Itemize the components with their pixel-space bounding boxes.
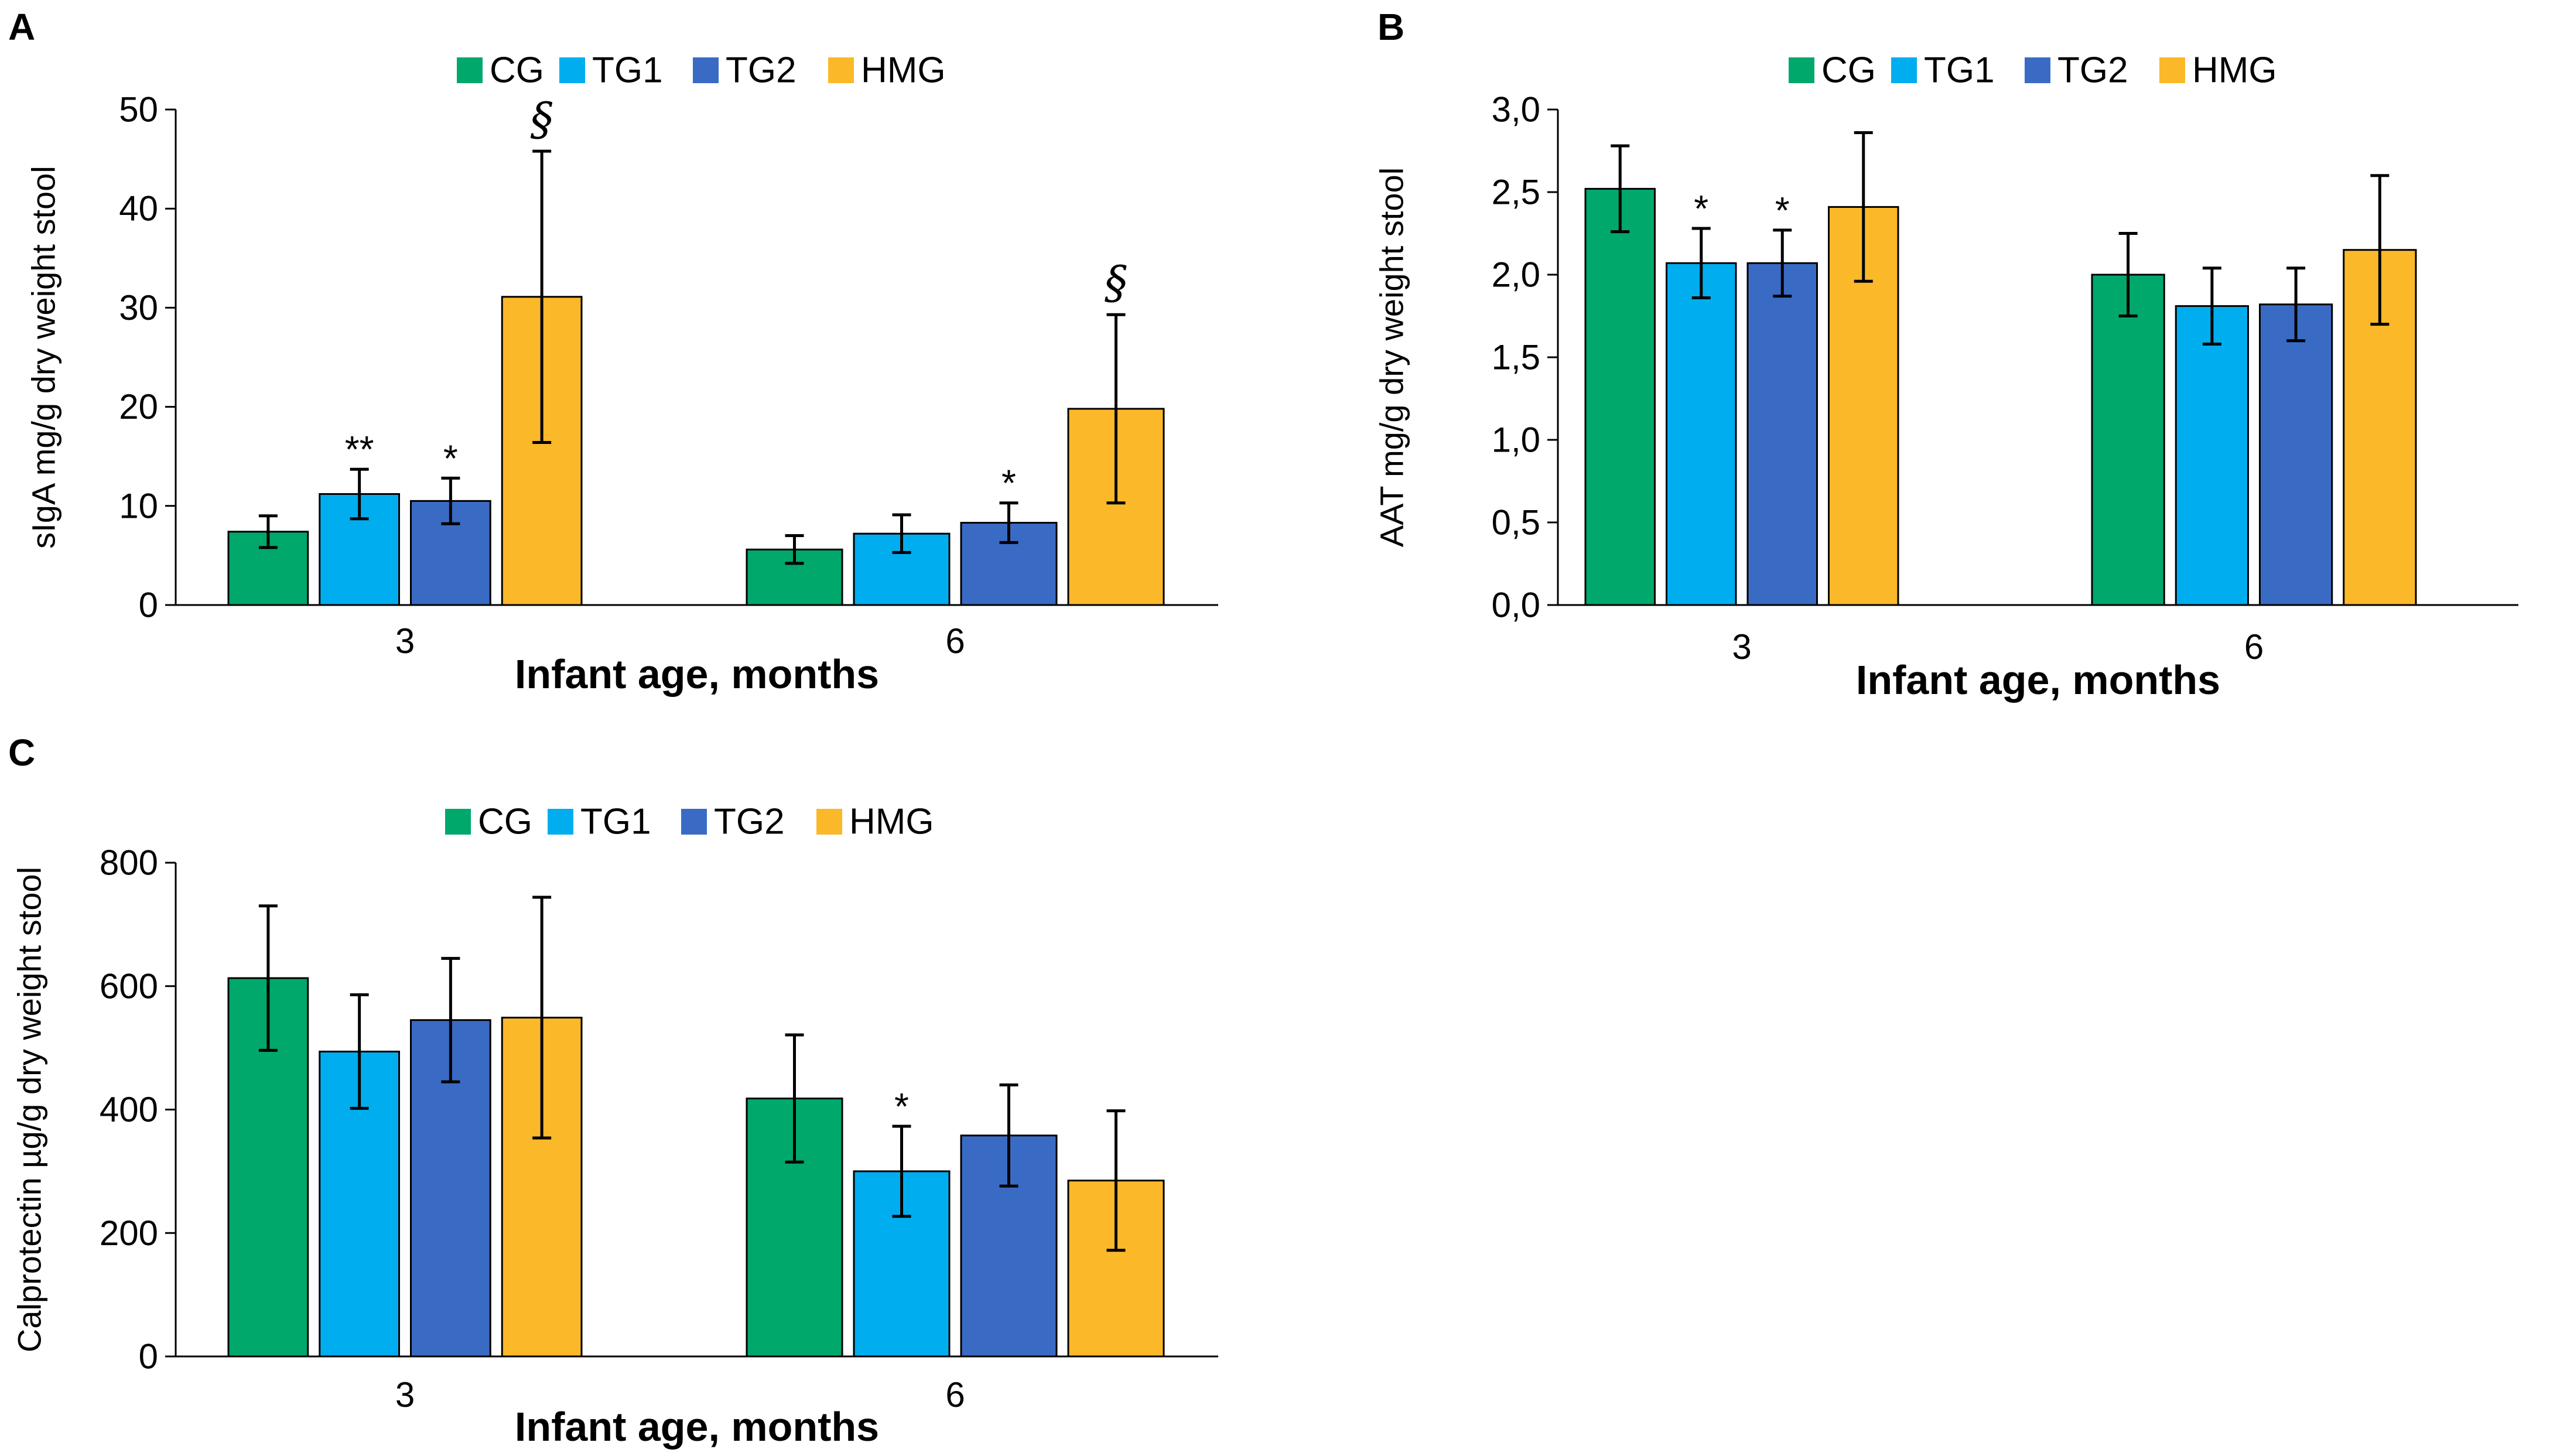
legend-label-cg: CG xyxy=(490,50,544,91)
bar-tg1-3 xyxy=(1666,262,1737,606)
x-tick-label: 3 xyxy=(395,1375,415,1414)
significance-marker: * xyxy=(1001,462,1016,504)
legend-label-tg1: TG1 xyxy=(580,802,651,842)
legend-label-cg: CG xyxy=(1821,50,1876,91)
legend: CG TG1 TG2 HMG xyxy=(457,50,946,91)
legend-swatch-tg2 xyxy=(681,809,707,835)
legend-label-tg2: TG2 xyxy=(2057,50,2128,91)
y-tick-label: 1,5 xyxy=(1492,338,1540,377)
bar-tg2-6 xyxy=(960,522,1058,606)
y-tick-label: 50 xyxy=(119,90,158,129)
y-axis-title: AAT mg/g dry weight stool xyxy=(1373,168,1410,547)
y-tick-label: 800 xyxy=(100,843,158,883)
legend-swatch-tg2 xyxy=(693,57,719,83)
legend-label-tg2: TG2 xyxy=(714,802,785,842)
panel-letter: B xyxy=(1377,6,1404,48)
x-axis-title: Infant age, months xyxy=(515,1404,879,1450)
x-tick-label: 6 xyxy=(945,1375,965,1414)
y-tick-label: 40 xyxy=(119,189,158,228)
significance-marker: * xyxy=(1694,187,1708,230)
legend: CG TG1 TG2 HMG xyxy=(445,802,934,842)
legend-swatch-hmg xyxy=(2159,57,2185,83)
legend-swatch-tg2 xyxy=(2025,57,2050,83)
legend-swatch-cg xyxy=(445,809,471,835)
bar-cg-6 xyxy=(2091,274,2165,606)
legend-swatch-cg xyxy=(457,57,483,83)
legend-swatch-tg1 xyxy=(559,57,585,83)
legend-label-cg: CG xyxy=(478,802,532,842)
y-tick-label: 30 xyxy=(119,288,158,327)
x-axis-title: Infant age, months xyxy=(1856,657,2220,703)
significance-marker: ** xyxy=(345,428,374,470)
significance-marker: * xyxy=(894,1085,909,1127)
significance-marker: * xyxy=(1775,189,1790,231)
legend-swatch-hmg xyxy=(828,57,854,83)
significance-marker: * xyxy=(443,437,458,479)
panel-letter: A xyxy=(8,6,35,48)
bar-cg-6 xyxy=(746,548,843,606)
bar-cg-3 xyxy=(1584,187,1656,606)
bar-tg1-6 xyxy=(2175,305,2249,606)
y-tick-label: 2,5 xyxy=(1492,173,1540,212)
y-tick-label: 0 xyxy=(139,586,158,625)
legend-label-tg1: TG1 xyxy=(1924,50,1995,91)
legend-swatch-tg1 xyxy=(548,809,573,835)
x-tick-label: 3 xyxy=(1732,627,1751,667)
legend-label-tg2: TG2 xyxy=(726,50,797,91)
legend-label-hmg: HMG xyxy=(2192,50,2277,91)
legend-swatch-cg xyxy=(1789,57,1814,83)
y-tick-label: 200 xyxy=(100,1214,158,1253)
chart-panel-c: C Calprotectin µg/g dry weight stool 0 200 4… xyxy=(8,732,1218,1450)
legend-swatch-tg1 xyxy=(1891,57,1917,83)
bar-tg2-6 xyxy=(2259,303,2333,606)
x-tick-label: 6 xyxy=(2244,627,2264,667)
x-axis-title: Infant age, months xyxy=(515,651,879,697)
legend-label-tg1: TG1 xyxy=(592,50,663,91)
significance-marker: § xyxy=(531,93,553,146)
y-tick-label: 2,0 xyxy=(1492,255,1540,295)
legend-swatch-hmg xyxy=(816,809,842,835)
y-axis-title: sIgA mg/g dry weight stool xyxy=(25,166,62,549)
y-axis-title: Calprotectin µg/g dry weight stool xyxy=(11,867,48,1352)
legend-label-hmg: HMG xyxy=(849,802,934,842)
y-tick-label: 0,5 xyxy=(1492,503,1540,542)
panel-letter: C xyxy=(8,732,35,774)
y-tick-label: 10 xyxy=(119,486,158,525)
y-tick-label: 400 xyxy=(100,1090,158,1129)
x-tick-label: 3 xyxy=(395,621,415,661)
chart-panel-b: B AAT mg/g dry weight stool 0,0 0,5 1,0 1,5 2,… xyxy=(1373,6,2518,703)
y-tick-label: 1,0 xyxy=(1492,421,1540,460)
y-tick-label: 600 xyxy=(100,966,158,1006)
legend-label-hmg: HMG xyxy=(861,50,946,91)
y-tick-label: 0,0 xyxy=(1492,586,1540,625)
legend: CG TG1 TG2 HMG xyxy=(1789,50,2277,91)
y-tick-label: 3,0 xyxy=(1492,90,1540,129)
bar-tg2-3 xyxy=(1746,262,1818,606)
significance-marker: § xyxy=(1105,257,1127,309)
y-tick-label: 20 xyxy=(119,387,158,426)
y-tick-label: 0 xyxy=(139,1337,158,1376)
x-tick-label: 6 xyxy=(945,621,965,661)
